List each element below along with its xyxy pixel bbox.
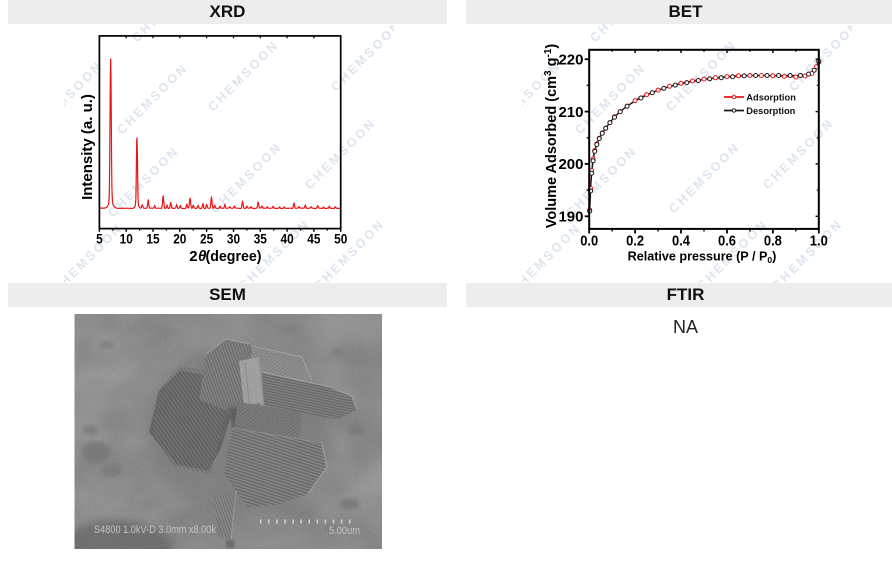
svg-text:190: 190 bbox=[558, 209, 583, 226]
svg-text:CHEMSOON: CHEMSOON bbox=[328, 17, 405, 94]
svg-text:CHEMSOON: CHEMSOON bbox=[760, 115, 837, 192]
svg-text:200: 200 bbox=[558, 156, 583, 173]
svg-text:0.2: 0.2 bbox=[626, 233, 644, 250]
svg-text:0.8: 0.8 bbox=[764, 233, 782, 250]
svg-text:CHEMSOON: CHEMSOON bbox=[666, 139, 743, 216]
svg-text:2: 2 bbox=[189, 248, 197, 265]
svg-text:CHEMSOON: CHEMSOON bbox=[507, 220, 584, 297]
svg-text:25: 25 bbox=[200, 231, 213, 247]
svg-text:15: 15 bbox=[146, 231, 159, 247]
svg-text:Volume Adsorbed (cm3 g-1): Volume Adsorbed (cm3 g-1) bbox=[543, 44, 560, 229]
svg-text:35: 35 bbox=[254, 231, 267, 247]
svg-text:CHEMSOON: CHEMSOON bbox=[49, 220, 126, 297]
svg-text:1.0: 1.0 bbox=[810, 233, 828, 250]
svg-text:CHEMSOON: CHEMSOON bbox=[208, 139, 285, 216]
svg-text:210: 210 bbox=[558, 104, 583, 121]
svg-text:CHEMSOON: CHEMSOON bbox=[786, 17, 863, 94]
svg-text:40: 40 bbox=[281, 231, 294, 247]
svg-text:50: 50 bbox=[334, 231, 347, 247]
svg-text:20: 20 bbox=[173, 231, 186, 247]
svg-text:CHEMSOON: CHEMSOON bbox=[587, 0, 664, 45]
svg-text:45: 45 bbox=[307, 231, 320, 247]
svg-text:0.4: 0.4 bbox=[672, 233, 691, 250]
svg-text:CHEMSOON: CHEMSOON bbox=[114, 60, 191, 137]
svg-text:0.0: 0.0 bbox=[580, 233, 598, 250]
svg-text:CHEMSOON: CHEMSOON bbox=[129, 0, 206, 45]
svg-text:10: 10 bbox=[120, 231, 133, 247]
svg-text:Relative pressure (P / P0): Relative pressure (P / P0) bbox=[628, 249, 777, 265]
svg-text:5: 5 bbox=[96, 231, 103, 247]
svg-text:(degree): (degree) bbox=[206, 248, 262, 265]
svg-text:220: 220 bbox=[558, 51, 583, 68]
svg-text:Adsorption: Adsorption bbox=[746, 92, 796, 102]
svg-text:CHEMSOON: CHEMSOON bbox=[205, 37, 282, 114]
svg-text:0.6: 0.6 bbox=[718, 233, 736, 250]
svg-text:Intensity (a. u.): Intensity (a. u.) bbox=[79, 94, 96, 200]
svg-text:θ: θ bbox=[198, 248, 207, 265]
svg-text:30: 30 bbox=[227, 231, 240, 247]
svg-text:Desorption: Desorption bbox=[746, 106, 795, 116]
